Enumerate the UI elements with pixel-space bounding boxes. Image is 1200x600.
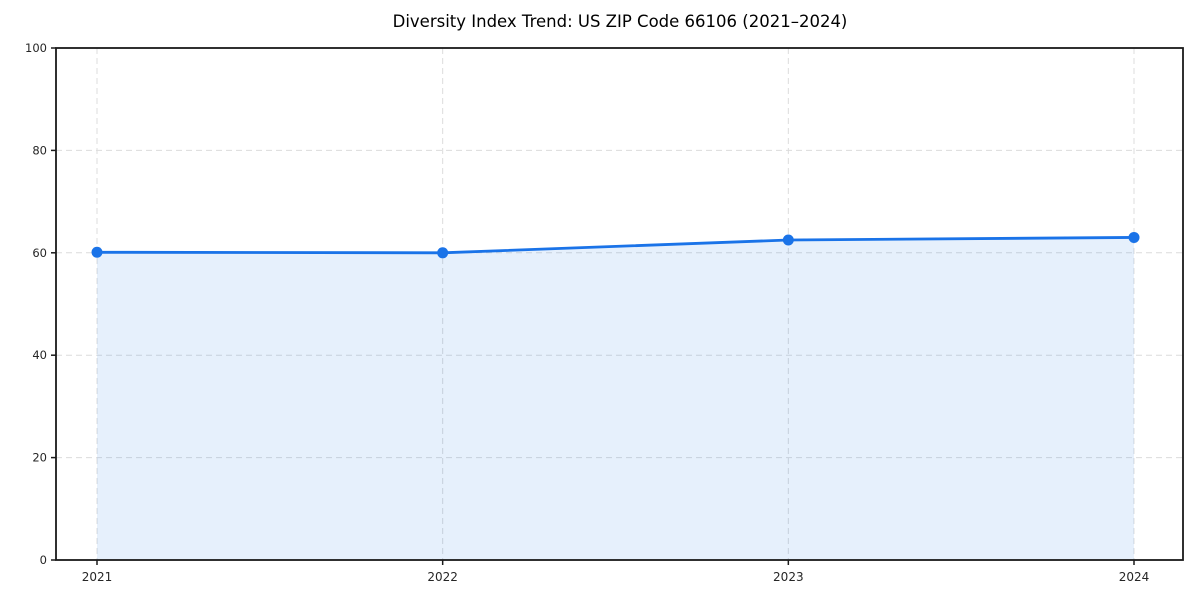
- gridlines: [56, 48, 1183, 560]
- tick-labels-layer: 0 20 40 60 80 100 2021 2022 2023 2024: [25, 41, 1149, 584]
- x-tick-label: 2022: [427, 570, 458, 584]
- x-tick-label: 2021: [82, 570, 113, 584]
- plot-border: [55, 47, 1184, 561]
- y-tick-label: 40: [32, 348, 47, 362]
- y-tick-label: 100: [25, 41, 47, 55]
- data-point: [91, 246, 103, 258]
- data-point: [437, 247, 449, 259]
- y-tick-label: 0: [40, 553, 47, 567]
- data-points-layer: [91, 231, 1140, 259]
- area-fill-layer: [97, 237, 1134, 560]
- data-point: [1128, 231, 1140, 243]
- y-tick-label: 80: [32, 143, 47, 157]
- y-tick-label: 60: [32, 246, 47, 260]
- axes-layer: [55, 47, 1184, 561]
- area-fill: [97, 237, 1134, 560]
- ticks-layer: [51, 47, 1135, 565]
- trend-line: [95, 236, 1136, 255]
- x-tick-label: 2023: [773, 570, 804, 584]
- series-line-layer: [95, 236, 1136, 255]
- y-tick-label: 20: [32, 451, 47, 465]
- x-tick-label: 2024: [1119, 570, 1150, 584]
- data-point: [782, 234, 794, 246]
- chart-title: Diversity Index Trend: US ZIP Code 66106…: [393, 12, 848, 31]
